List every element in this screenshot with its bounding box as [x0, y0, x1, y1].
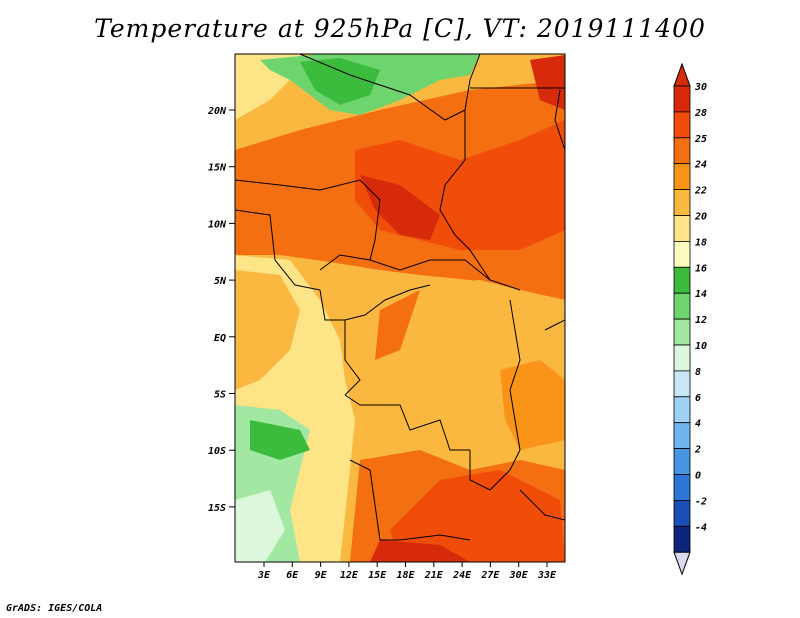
region-hot-ne: [530, 55, 565, 110]
lat-label: 20N: [207, 106, 227, 117]
border-congo-drc: [344, 320, 361, 396]
lon-label: 30E: [509, 570, 529, 581]
lat-label: 10N: [208, 219, 227, 230]
border-malawi: [519, 489, 565, 521]
colorbar-label: 12: [695, 315, 707, 326]
colorbar-swatch: [673, 240, 691, 268]
colorbar-swatch: [673, 344, 691, 372]
colorbar-label: 4: [695, 419, 701, 430]
lon-label: 33E: [537, 570, 557, 581]
colorbar-label: 25: [694, 134, 707, 145]
border-libya-chad: [299, 54, 481, 121]
colorbar-label: 6: [695, 393, 701, 404]
footer-credit: GrADS: IGES/COLA: [6, 603, 103, 614]
border-drc-angola: [344, 394, 470, 451]
border-chad-sudan: [439, 110, 521, 291]
border-car: [319, 254, 491, 281]
colorbar-label: 24: [694, 160, 707, 171]
lat-label: 15N: [208, 163, 227, 174]
longitude-axis: 3E 6E 9E 12E 15E 18E 21E 24E 27E 30E 33E: [257, 562, 557, 581]
lat-label: 5S: [214, 390, 226, 401]
lon-label: 9E: [315, 570, 328, 581]
colorbar-label: 20: [694, 212, 707, 223]
chart-title: Temperature at 925hPa [C], VT: 201911140…: [94, 14, 706, 43]
country-borders: [235, 54, 565, 541]
lon-label: 21E: [424, 570, 444, 581]
colorbar-swatch: [673, 189, 691, 216]
lon-label: 3E: [257, 570, 271, 581]
map-frame: [234, 53, 566, 563]
colorbar-swatch: [673, 292, 691, 320]
colorbar-label: 8: [695, 367, 701, 378]
colorbar-swatch: [673, 525, 691, 553]
temperature-field: [235, 54, 565, 562]
colorbar-bottom-arrow: [673, 551, 691, 576]
colorbar-swatch: [673, 266, 691, 294]
colorbar-label: 0: [695, 471, 701, 482]
border-uganda-kenya: [544, 319, 565, 331]
colorbar-swatch: [673, 215, 691, 242]
colorbar-swatch: [673, 163, 691, 190]
colorbar-swatch: [673, 474, 691, 501]
colorbar-label: 2: [694, 445, 701, 456]
colorbar-swatch: [673, 448, 691, 475]
region-warm-gulf: [235, 270, 300, 390]
region-mild-namibia: [300, 470, 345, 540]
border-nigeria: [235, 209, 321, 291]
lon-label: 12E: [340, 570, 359, 581]
colorbar-label: 22: [694, 186, 707, 197]
colorbar-label: -4: [695, 522, 707, 533]
colorbar-label: 30: [694, 82, 707, 93]
latitude-axis: 20N 15N 10N 5N EQ 5S 10S 15S: [207, 106, 235, 514]
colorbar-top-arrow: [673, 62, 691, 87]
colorbar-label: 14: [695, 289, 707, 300]
colorbar-swatch: [673, 137, 691, 165]
colorbar-label: 18: [695, 237, 707, 248]
region-very-hot-south: [390, 470, 565, 562]
lon-label: 24E: [452, 570, 472, 581]
colorbar-swatch: [673, 422, 691, 450]
lon-label: 6E: [286, 570, 299, 581]
colorbar-label: -2: [695, 496, 707, 507]
border-niger-nigeria: [235, 179, 381, 261]
lat-label: 5N: [214, 276, 227, 287]
colorbar-swatch: [673, 396, 691, 424]
border-gabon-congo: [319, 284, 431, 321]
colorbar-swatch: [673, 499, 691, 527]
lat-label: EQ: [214, 333, 226, 344]
colorbar-label: 10: [695, 341, 707, 352]
lat-label: 15S: [208, 503, 226, 514]
colorbar-label: 16: [695, 263, 707, 274]
border-zambia: [469, 449, 521, 491]
lat-label: 10S: [208, 446, 226, 457]
lon-label: 27E: [480, 570, 500, 581]
region-coolest-angola: [235, 490, 285, 562]
border-sudan-ethiopia: [554, 89, 565, 151]
lon-label: 15E: [368, 570, 387, 581]
border-east-lakes: [509, 299, 521, 451]
colorbar-swatch: [673, 318, 691, 346]
border-angola-zambia: [349, 459, 471, 541]
colorbar-swatch: [673, 111, 691, 139]
colorbar-label: 28: [694, 108, 707, 119]
colorbar-swatch: [673, 85, 691, 113]
region-cool-angola-core: [250, 420, 310, 460]
region-hottest-core: [360, 175, 440, 240]
colorbar-swatch: [673, 370, 691, 398]
lon-label: 18E: [396, 570, 415, 581]
region-cool-sahara-core: [300, 58, 380, 105]
region-hottest-south: [370, 540, 470, 562]
region-hot-congo: [375, 290, 420, 360]
